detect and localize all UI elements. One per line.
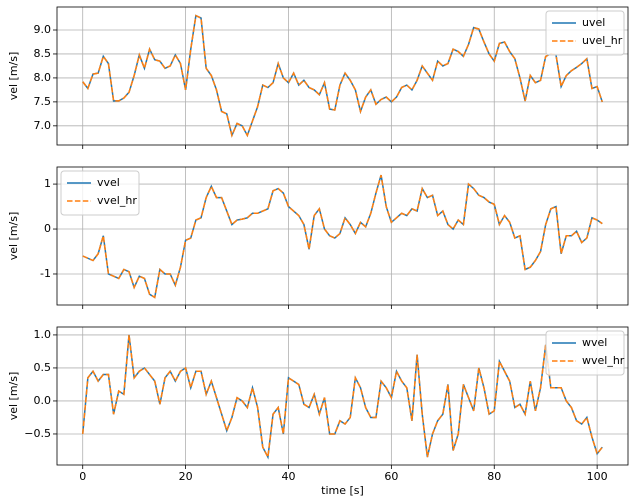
data-line (81, 334, 603, 460)
y-tick-label: 8.0 (34, 71, 52, 84)
plot-frame (56, 166, 629, 306)
data-line (82, 174, 603, 299)
legend-label: uvel (582, 16, 605, 29)
y-axis-label: vel [m/s] (7, 52, 20, 101)
legend-box (545, 10, 625, 56)
legend-box (60, 170, 140, 216)
y-tick-label: 7.0 (34, 119, 52, 132)
x-tick-label: 60 (384, 470, 398, 483)
x-tick-label: 40 (281, 470, 295, 483)
data-line (82, 14, 603, 138)
y-tick-label: 1 (44, 177, 51, 190)
plot-frame (56, 6, 629, 146)
y-tick-label: 0.5 (34, 361, 52, 374)
data-line (82, 14, 603, 138)
y-tick-label: 1.0 (34, 328, 52, 341)
y-tick-label: −0.5 (24, 427, 51, 440)
legend: vvel vvel_hr (60, 170, 140, 216)
x-tick-label: 20 (179, 470, 193, 483)
y-tick-label: 8.5 (34, 47, 52, 60)
legend-label: uvel_hr (582, 34, 623, 47)
legend: wvel wvel_hr (545, 330, 625, 376)
legend: uvel uvel_hr (545, 10, 625, 56)
data-line (82, 174, 603, 299)
y-axis-label: vel [m/s] (7, 212, 20, 261)
x-axis-label: time [s] (321, 484, 364, 497)
y-tick-label: 9.0 (34, 23, 52, 36)
y-tick-label: 0 (44, 222, 51, 235)
data-line (81, 334, 603, 460)
legend-label: wvel_hr (582, 354, 625, 367)
y-tick-label: -1 (40, 267, 51, 280)
y-tick-label: 0.0 (34, 394, 52, 407)
plot-frame (56, 326, 629, 466)
legend-label: vvel_hr (97, 194, 137, 207)
legend-box (545, 330, 625, 376)
y-tick-label: 7.5 (34, 95, 52, 108)
x-tick-label: 100 (587, 470, 608, 483)
legend-label: wvel (582, 336, 607, 349)
legend-label: vvel (97, 176, 120, 189)
y-axis-label: vel [m/s] (7, 372, 20, 421)
x-tick-label: 0 (79, 470, 86, 483)
x-tick-label: 80 (487, 470, 501, 483)
